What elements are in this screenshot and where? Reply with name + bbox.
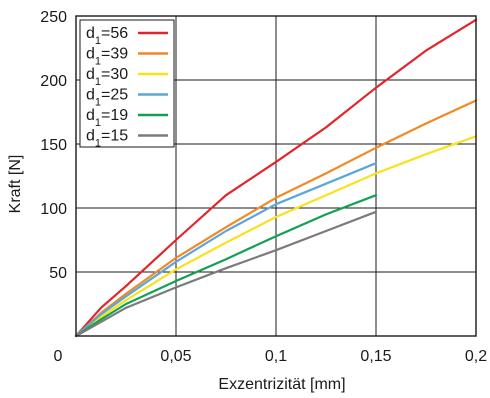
- legend-label: d1=39: [86, 46, 128, 68]
- series-line: [74, 135, 478, 338]
- x-tick-label: 0,1: [265, 348, 287, 365]
- series-line: [74, 18, 478, 338]
- y-tick-label: 100: [40, 201, 67, 218]
- legend-label: d1=15: [86, 128, 128, 150]
- x-axis-ticks: 0,05 0,1 0,15 0,2: [160, 348, 487, 365]
- legend-label: d1=30: [86, 66, 128, 88]
- y-tick-label: 200: [40, 73, 67, 90]
- legend-label: d1=56: [86, 25, 128, 47]
- series-line: [74, 194, 378, 338]
- y-axis-ticks: 50 100 150 200 250: [40, 9, 67, 282]
- x-tick-label: 0,2: [465, 348, 487, 365]
- y-tick-label: 150: [40, 137, 67, 154]
- x-tick-label: 0,15: [360, 348, 391, 365]
- legend-label: d1=25: [86, 87, 128, 109]
- legend-label: d1=19: [86, 107, 128, 129]
- y-tick-label: 50: [49, 265, 67, 282]
- plot-frame: [75, 15, 477, 337]
- x-axis-label: Exzentrizität [mm]: [218, 376, 345, 393]
- series-line: [74, 162, 378, 338]
- y-axis-label: Kraft [N]: [7, 155, 24, 214]
- x-tick-label: 0,05: [160, 348, 191, 365]
- series-line: [74, 210, 378, 338]
- y-tick-label: 250: [40, 9, 67, 26]
- legend-box: [79, 19, 175, 148]
- series-lines: [74, 18, 478, 338]
- origin-label: 0: [54, 348, 63, 365]
- series-line: [74, 99, 478, 338]
